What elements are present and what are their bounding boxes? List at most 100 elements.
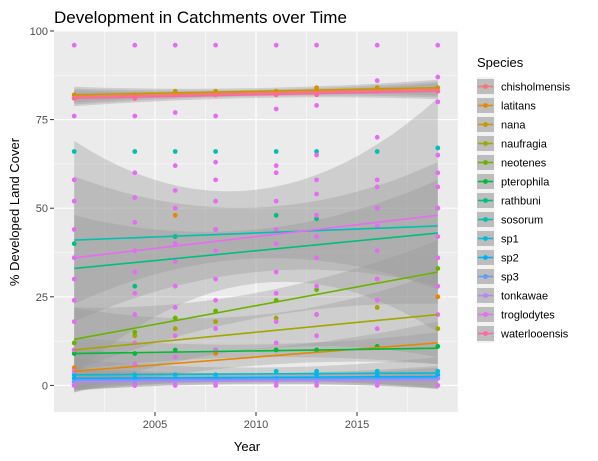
legend-key-point (483, 198, 488, 203)
data-point (172, 241, 178, 247)
trend-line (74, 90, 438, 100)
legend-key-point (483, 236, 488, 241)
data-point (71, 276, 77, 282)
data-point (314, 216, 319, 222)
x-axis: 2005 2010 2015 (143, 412, 369, 431)
data-point (273, 383, 279, 388)
data-point (132, 269, 138, 275)
data-point (435, 42, 441, 48)
data-point (314, 103, 319, 108)
data-point (132, 149, 138, 154)
data-point (314, 312, 319, 317)
data-point (435, 283, 441, 289)
data-point (213, 319, 219, 325)
data-point (172, 326, 178, 332)
data-point (172, 42, 178, 48)
data-point (213, 248, 219, 254)
data-point (71, 113, 77, 119)
legend-label: tonkawae (501, 291, 548, 303)
data-point (435, 145, 441, 151)
y-axis: 0 25 50 75 100 (30, 26, 54, 392)
data-point (273, 212, 279, 218)
data-point (314, 149, 319, 154)
data-point (314, 368, 319, 374)
data-point (132, 113, 138, 119)
trend-line (74, 214, 438, 259)
trend-line (74, 86, 438, 96)
data-point (71, 383, 77, 388)
data-point (374, 177, 380, 183)
legend-label: sp2 (501, 253, 519, 265)
data-point (314, 333, 319, 339)
data-point (314, 283, 319, 289)
data-point (132, 312, 138, 317)
data-point (273, 315, 279, 321)
data-point (172, 315, 178, 321)
data-point (172, 110, 178, 115)
x-axis-title: Year (234, 439, 261, 454)
data-point (374, 205, 380, 211)
data-point (132, 333, 138, 339)
legend-label: troglodytes (501, 310, 555, 322)
y-axis-title: % Developed Land Cover (7, 137, 22, 286)
data-point (273, 368, 279, 374)
data-point (71, 198, 77, 204)
x-tick-label: 2015 (345, 419, 369, 431)
data-point (132, 170, 138, 176)
data-point (213, 159, 219, 165)
legend-label: chisholmensis (501, 82, 571, 94)
data-point (213, 351, 219, 356)
data-point (314, 177, 319, 183)
trend-line (74, 271, 438, 341)
legend: Species chisholmensis latitans nana naufrag… (477, 55, 571, 343)
legend-key-point (483, 274, 488, 279)
chart-title: Development in Catchments over Time (54, 8, 347, 27)
data-point (172, 283, 178, 289)
trend-line (74, 377, 438, 381)
data-point (172, 354, 178, 360)
y-tick-label: 25 (36, 292, 48, 304)
y-tick-label: 50 (36, 203, 48, 215)
data-point (71, 297, 77, 303)
plot-panel (54, 30, 459, 412)
data-point (213, 276, 219, 282)
data-point (273, 149, 279, 154)
y-tick-label: 0 (42, 380, 48, 392)
trend-line (74, 313, 438, 351)
data-point (374, 223, 380, 229)
legend-key-point (483, 255, 488, 260)
legend-title: Species (477, 55, 524, 70)
trend-line (74, 342, 438, 373)
trend-line (74, 375, 438, 380)
data-point (314, 287, 319, 293)
x-tick-label: 2010 (244, 419, 268, 431)
data-point (213, 383, 219, 388)
data-point (273, 241, 279, 247)
data-point (435, 234, 441, 239)
x-tick-label: 2005 (143, 419, 167, 431)
trend-line (74, 347, 438, 355)
data-point (132, 283, 138, 289)
trend-line (74, 225, 438, 241)
data-point (273, 340, 279, 346)
data-point (314, 212, 319, 218)
data-point (374, 78, 380, 84)
legend-label: nana (501, 120, 526, 132)
data-point (435, 383, 441, 388)
data-point (132, 42, 138, 48)
legend-key-point (483, 217, 488, 222)
legend-key-point (483, 160, 488, 165)
data-point (132, 195, 138, 200)
data-point (172, 347, 178, 353)
data-point (435, 326, 441, 332)
data-point (213, 177, 219, 183)
data-point (213, 326, 219, 332)
data-point (132, 383, 138, 388)
legend-label: rathbuni (501, 196, 541, 208)
data-point (71, 365, 77, 371)
y-tick-label: 75 (36, 115, 48, 127)
data-point (71, 319, 77, 325)
legend-key-point (483, 312, 488, 317)
data-point (273, 106, 279, 112)
legend-key-point (483, 122, 488, 127)
